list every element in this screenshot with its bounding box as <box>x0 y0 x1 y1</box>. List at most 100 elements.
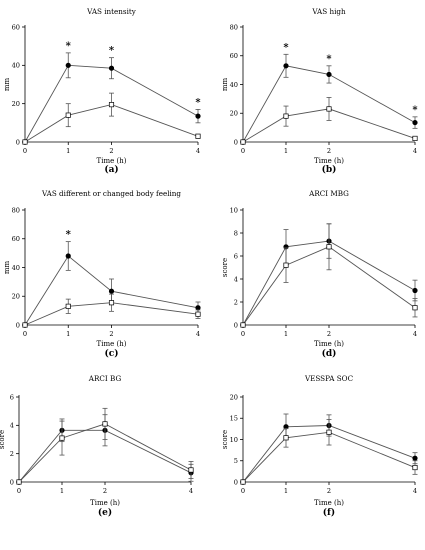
data-point-filled <box>412 455 418 461</box>
chart-title: ARCI BG <box>88 374 122 383</box>
y-tick-label: 40 <box>12 264 20 272</box>
x-tick-label: 2 <box>327 330 331 338</box>
y-axis-label: mm <box>221 78 229 92</box>
y-tick-label: 0 <box>234 478 238 486</box>
data-point-open <box>412 305 418 311</box>
y-tick-label: 6 <box>234 252 238 260</box>
data-point-open <box>65 112 71 118</box>
y-tick-label: 20 <box>12 100 20 108</box>
x-tick-label: 0 <box>241 147 245 155</box>
y-tick-label: 2 <box>10 450 14 458</box>
significance-asterisk: * <box>326 54 332 65</box>
y-tick-label: 2 <box>234 298 238 306</box>
data-point-open <box>22 139 28 145</box>
data-point-open <box>188 467 194 473</box>
x-tick-label: 1 <box>284 487 288 495</box>
x-tick-label: 0 <box>23 330 27 338</box>
data-point-filled <box>195 305 201 311</box>
panel-label: (b) <box>322 164 337 175</box>
data-point-open <box>283 435 289 441</box>
data-point-filled <box>65 62 71 68</box>
data-point-open <box>16 479 22 485</box>
data-point-open <box>240 322 246 328</box>
panel-label: (d) <box>322 348 337 359</box>
significance-asterisk: * <box>109 46 115 57</box>
data-point-open <box>195 311 201 317</box>
significance-asterisk: * <box>66 230 72 241</box>
data-point-open <box>108 300 115 306</box>
x-axis-label: Time (h) <box>90 499 120 507</box>
y-tick-label: 80 <box>12 206 20 214</box>
data-point-open <box>65 303 71 309</box>
data-point-open <box>326 244 332 250</box>
x-tick-label: 2 <box>109 147 113 155</box>
data-point-open <box>412 465 418 471</box>
data-point-filled <box>195 113 201 119</box>
panel-label: (e) <box>98 507 112 518</box>
panel-label: (a) <box>104 164 118 175</box>
significance-asterisk: * <box>283 42 289 53</box>
series-line <box>242 65 416 143</box>
x-tick-label: 2 <box>109 330 113 338</box>
y-tick-label: 60 <box>230 52 238 60</box>
data-point-open <box>195 133 201 139</box>
x-tick-label: 0 <box>23 147 27 155</box>
y-tick-label: 5 <box>234 457 238 465</box>
data-point-filled <box>412 287 418 294</box>
y-tick-label: 40 <box>230 81 238 89</box>
data-point-open <box>326 106 332 112</box>
x-tick-label: 0 <box>17 487 21 495</box>
y-tick-label: 0 <box>16 321 20 329</box>
series-line <box>242 240 416 326</box>
y-tick-label: 0 <box>10 478 14 486</box>
series-line <box>18 423 192 483</box>
series-line <box>242 246 416 326</box>
chart-panel: VAS different or changed body feeling020… <box>3 189 201 359</box>
data-point-filled <box>283 63 289 69</box>
series-line <box>242 431 416 483</box>
x-tick-label: 1 <box>284 147 288 155</box>
data-point-filled <box>326 71 332 78</box>
chart-panel: VAS high 0 20 40 60 80 0 1 2 4 Time (h) mm * * * (b) <box>221 7 418 175</box>
significance-asterisk: * <box>412 105 418 116</box>
y-tick-label: 20 <box>230 393 238 401</box>
x-tick-label: 4 <box>196 330 200 338</box>
series-line <box>18 429 192 483</box>
chart-title: VESSPA SOC <box>304 374 354 383</box>
data-point-open <box>102 421 108 427</box>
x-tick-label: 1 <box>60 487 64 495</box>
data-point-open <box>240 139 246 145</box>
y-tick-label: 10 <box>230 436 238 444</box>
x-tick-label: 0 <box>241 330 245 338</box>
chart-panel: ARCI BG 0 2 4 6 0 1 2 4 Time (h) score (e) <box>0 374 194 518</box>
series-line <box>24 255 199 326</box>
y-tick-label: 4 <box>234 275 238 283</box>
data-point-filled <box>65 253 71 259</box>
y-tick-label: 60 <box>12 235 20 243</box>
x-tick-label: 1 <box>66 330 70 338</box>
x-tick-label: 2 <box>327 487 331 495</box>
significance-asterisk: * <box>195 97 201 108</box>
y-tick-label: 40 <box>12 62 20 70</box>
y-tick-label: 10 <box>230 206 238 214</box>
chart-title: ARCI MBG <box>308 189 349 198</box>
chart-panel: VESSPA SOC 0 5 10 15 20 0 1 2 4 Time (h) score (f) <box>221 374 418 518</box>
x-axis-label: Time (h) <box>314 499 344 507</box>
x-tick-label: 4 <box>189 487 193 495</box>
panel-label: (c) <box>105 348 119 359</box>
x-tick-label: 4 <box>413 487 417 495</box>
x-tick-label: 4 <box>196 147 200 155</box>
y-tick-label: 80 <box>230 23 238 31</box>
y-tick-label: 20 <box>12 293 20 301</box>
y-tick-label: 15 <box>230 415 238 423</box>
x-tick-label: 0 <box>241 487 245 495</box>
x-tick-label: 2 <box>103 487 107 495</box>
y-tick-label: 60 <box>12 23 20 31</box>
x-tick-label: 4 <box>413 147 417 155</box>
data-point-filled <box>412 119 418 126</box>
x-axis-label: Time (h) <box>97 340 127 348</box>
series-line <box>24 64 199 143</box>
data-point-open <box>59 435 65 441</box>
chart-title: VAS different or changed body feeling <box>41 189 181 198</box>
